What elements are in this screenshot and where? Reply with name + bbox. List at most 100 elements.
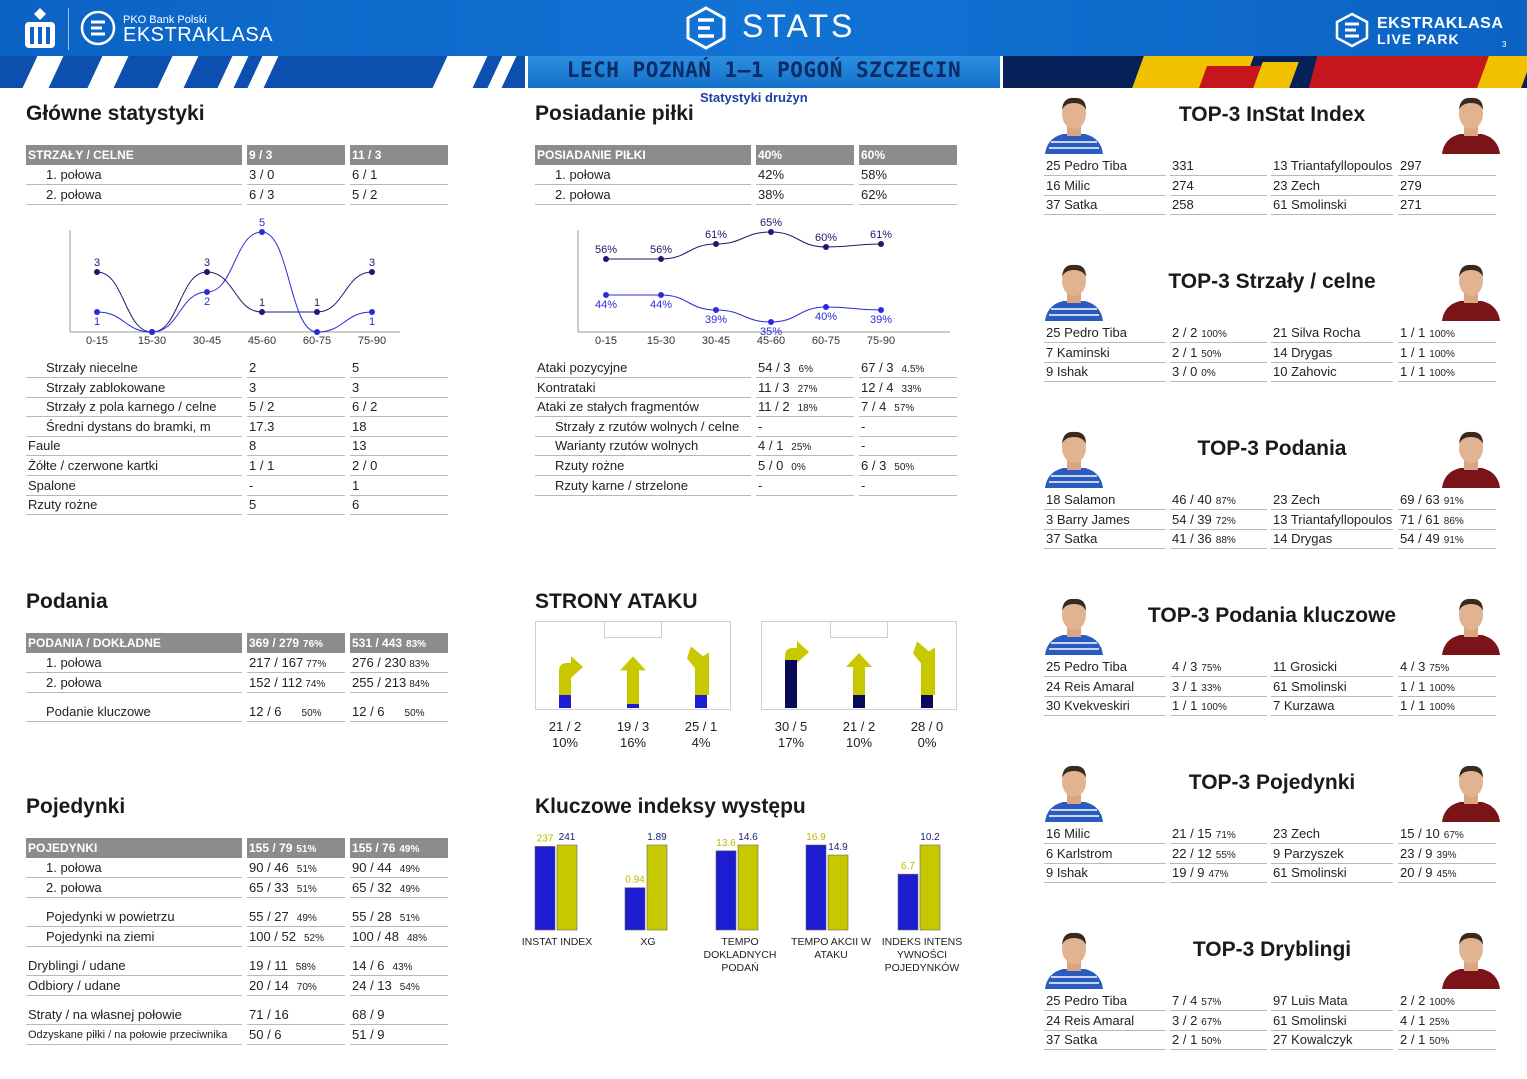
top3-value: 1 / 1 <box>1400 325 1426 340</box>
possession-row-value-1: 11 / 3 <box>758 379 790 395</box>
avatar-hair <box>1459 598 1483 611</box>
main-stats-row-cell-2: 13 <box>350 436 448 457</box>
top3-cell: 71 / 61 86% <box>1398 510 1496 530</box>
passes-row-value-2: 255 / 213 <box>352 675 407 690</box>
kpi-category-line: TEMPO AKCII W <box>791 936 871 948</box>
chart-x-tick-label: 45-60 <box>757 335 785 347</box>
top3-player-name: 25 Pedro Tiba <box>1046 325 1127 340</box>
attack-lane-label: 28 / 0 0% <box>897 719 957 751</box>
passes-row-pct-1: 74% <box>305 679 326 690</box>
stats-heading: STATS <box>742 8 856 44</box>
attack-lane-pct: 10% <box>551 735 579 750</box>
top3-pct: 0% <box>1201 368 1216 380</box>
duels-row-value-1: 90 / 46 <box>249 860 289 875</box>
attack-lane-count: 19 / 3 <box>616 719 650 734</box>
top3-player-name: 23 Zech <box>1273 492 1320 507</box>
duels-row-cell-0: 2. połowa <box>26 878 242 898</box>
top3-cell: 9 Parzyszek <box>1271 844 1393 864</box>
kpi-bar-label: 6.7 <box>901 861 915 872</box>
chart-x-tick-label: 15-30 <box>647 335 675 347</box>
duels-row-cell-0: Pojedynki w powietrzu <box>26 907 242 927</box>
duels-row-value-2: 65 / 32 <box>352 880 392 895</box>
passes-header-value-0: PODANIA / DOKŁADNE <box>28 636 161 650</box>
top3-cell: 3 / 1 33% <box>1170 677 1267 697</box>
top3-cell: 7 Kaminski <box>1044 343 1166 363</box>
player-avatar-right <box>1442 932 1500 989</box>
chart-data-point <box>369 309 375 315</box>
possession-row-value-2: - <box>861 477 866 493</box>
pitch-penalty-box <box>830 622 888 638</box>
top3-cell: 4 / 3 75% <box>1398 657 1496 677</box>
attack-lane-label: 30 / 5 17% <box>761 719 821 751</box>
duels-header-cell-0: POJEDYNKI <box>26 838 242 858</box>
duels-row-cell-0: Straty / na własnej połowie <box>26 1005 242 1025</box>
top3-value: 15 / 10 <box>1400 826 1440 841</box>
possession-row-pct-2: 4.5% <box>901 364 925 375</box>
possession-row-cell-2: 12 / 4 33% <box>859 378 957 398</box>
duels-row-pct-1: 52% <box>304 933 325 944</box>
duels-row-pct-1: 58% <box>295 962 316 973</box>
main-stats-row-cell-1: 1 / 1 <box>247 456 345 476</box>
chart-data-point <box>259 229 265 235</box>
possession-row-value-2: 12 / 4 <box>861 379 894 395</box>
avatar-hair <box>1062 97 1086 110</box>
top3-pct: 86% <box>1443 515 1464 527</box>
duels-row-cell-2: 100 / 48 48% <box>350 927 448 947</box>
top3-cell: 20 / 9 45% <box>1398 863 1496 884</box>
top3-player-name: 37 Satka <box>1046 197 1098 213</box>
top3-player-name: 30 Kvekveskiri <box>1046 698 1130 714</box>
top3-cell: 61 Smolinski <box>1271 863 1393 884</box>
top3-value: 1 / 1 <box>1172 698 1198 714</box>
top3-title: TOP-3 Podania kluczowe <box>1147 604 1397 627</box>
chart-x-tick-label: 15-30 <box>138 335 166 347</box>
main-stats-row-cell-0: Strzały niecelne <box>26 358 242 378</box>
top3-cell: 24 Reis Amaral <box>1044 1011 1166 1031</box>
chart-data-label: 56% <box>595 244 617 256</box>
chart-data-point <box>204 289 210 295</box>
attack-arrow-base <box>695 695 707 708</box>
chart-data-label: 5 <box>259 217 265 229</box>
chart-data-label: 1 <box>314 297 320 309</box>
top3-cell: 30 Kvekveskiri <box>1044 696 1166 717</box>
top3-player-name: 18 Salamon <box>1046 492 1116 507</box>
passes-row-pct-2: 84% <box>409 679 430 690</box>
top3-cell: 1 / 1 100% <box>1398 343 1496 363</box>
duels-row-cell-2: 65 / 32 49% <box>350 878 448 898</box>
top3-player-name: 27 Kowalczyk <box>1273 1032 1353 1048</box>
player-avatar-right <box>1442 97 1500 154</box>
main-stats-row-cell-1: 17.3 <box>247 417 345 437</box>
player-avatar-left <box>1045 431 1103 488</box>
attack-lane-pct: 4% <box>691 735 711 750</box>
passes-header-value-1: 369 / 279 <box>249 636 300 650</box>
attack-lane-pct: 16% <box>619 735 647 750</box>
ekstraklasa-text: EKSTRAKLASA <box>123 24 274 46</box>
possession-row-pct-2: 50% <box>894 462 915 473</box>
top3-pct: 75% <box>1429 663 1450 674</box>
possession-row-value-1: 54 / 3 <box>758 360 791 375</box>
avatar-face <box>1062 600 1086 630</box>
player-avatar-left <box>1045 598 1103 655</box>
top3-cell: 2 / 1 50% <box>1398 1030 1496 1051</box>
duels-row-cell-1: 20 / 14 70% <box>247 976 345 996</box>
avatar-shirt-stripes <box>1049 308 1099 316</box>
main-stats-half-row-cell-2: 5 / 2 <box>350 185 448 205</box>
kpi-bar-label: 13.6 <box>716 838 736 849</box>
top3-pct: 39% <box>1436 849 1457 861</box>
possession-header-cell-1: 40% <box>756 145 854 165</box>
kpi-bar-label: 14.6 <box>738 832 758 843</box>
top3-title: TOP-3 Strzały / celne <box>1168 270 1376 293</box>
main-stats-row-cell-1: 5 <box>247 495 345 516</box>
chart-series-line <box>96 271 373 333</box>
kpi-bar-label: 241 <box>559 832 576 843</box>
top3-cell: 297 <box>1398 156 1496 176</box>
top3-cell: 18 Salamon <box>1044 490 1166 510</box>
top3-cell: 16 Milic <box>1044 176 1166 196</box>
top3-pct: 100% <box>1429 682 1455 694</box>
possession-row-cell-1: 5 / 0 0% <box>756 456 854 476</box>
chart-x-tick-label: 60-75 <box>812 335 840 347</box>
kpi-category-line: TEMPO <box>721 936 759 948</box>
top3-value: 46 / 40 <box>1172 492 1212 507</box>
avatar-hair <box>1459 264 1483 277</box>
chart-data-point <box>658 256 664 262</box>
chart-data-point <box>204 269 210 275</box>
